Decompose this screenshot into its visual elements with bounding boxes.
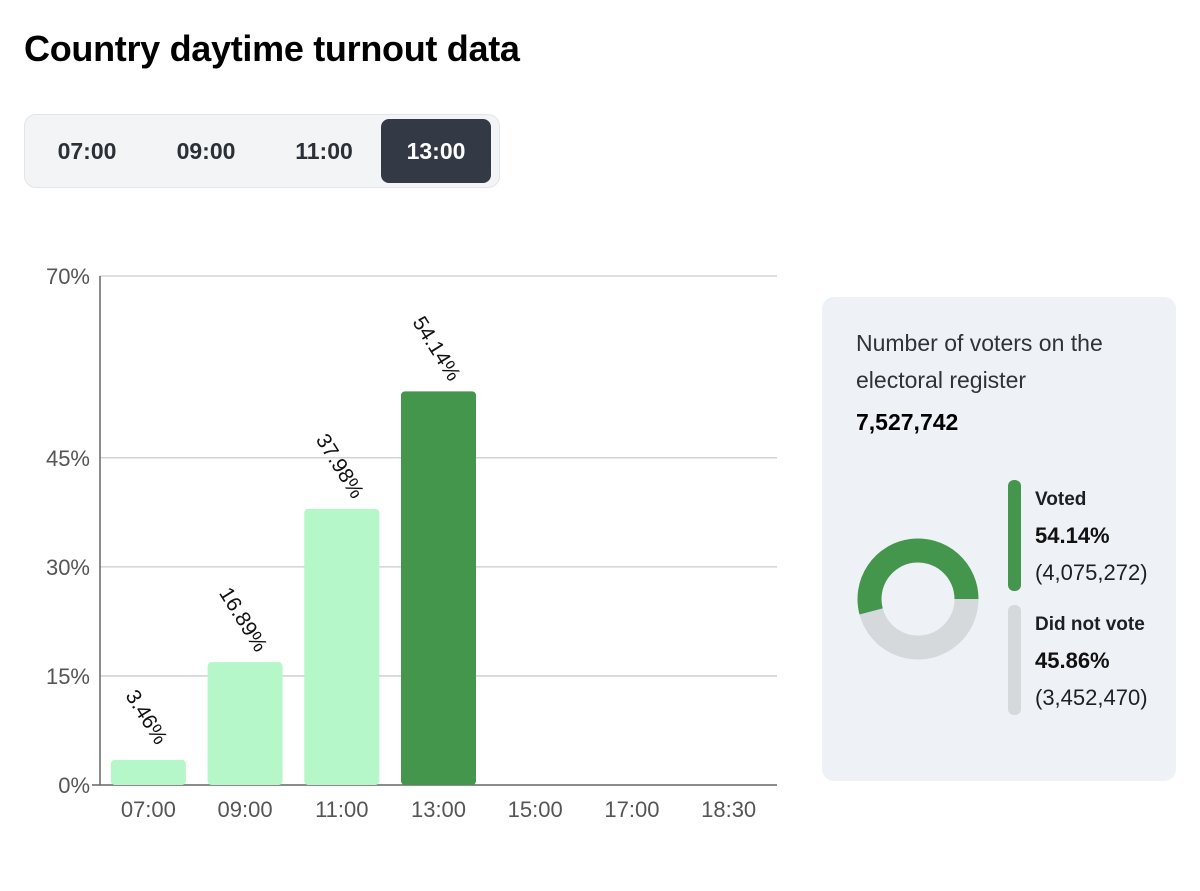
y-tick-label: 0% — [58, 773, 90, 798]
page-title: Country daytime turnout data — [24, 28, 520, 69]
tab-1300[interactable]: 13:00 — [381, 119, 491, 183]
data-label: 37.98% — [311, 430, 368, 503]
donut-voted-segment — [857, 538, 979, 615]
bar — [304, 508, 380, 785]
time-tabs: 07:00 09:00 11:00 13:00 — [24, 114, 500, 188]
voted-count: (4,075,272) — [1035, 560, 1148, 585]
voted-legend-bar — [1008, 480, 1021, 591]
x-tick-label: 09:00 — [218, 797, 273, 822]
tab-1100[interactable]: 11:00 — [295, 137, 353, 164]
x-tick-label: 18:30 — [701, 797, 756, 822]
bar — [401, 391, 476, 785]
turnout-bar-chart: 0% 15% 30% 45% 70% 07:00 3.46% 09:00 16.89% 11:00… — [46, 264, 777, 822]
tab-0700[interactable]: 07:00 — [57, 137, 117, 164]
not-voted-label: Did not vote — [1035, 614, 1145, 635]
donut-not-voted-segment — [859, 598, 979, 660]
not-voted-legend-bar — [1008, 605, 1021, 715]
turnout-donut — [857, 538, 979, 660]
register-panel: Number of voters on the electoral regist… — [822, 297, 1176, 781]
voted-percent: 54.14% — [1035, 523, 1110, 548]
y-tick-label: 30% — [46, 555, 90, 580]
bar — [110, 759, 186, 785]
tab-0900[interactable]: 09:00 — [176, 137, 236, 164]
data-label: 3.46% — [121, 686, 172, 749]
data-label: 16.89% — [214, 583, 271, 656]
register-label: Number of voters on the electoral regist… — [856, 330, 1103, 393]
y-tick-label: 45% — [46, 446, 90, 471]
voted-label: Voted — [1035, 489, 1087, 510]
not-voted-count: (3,452,470) — [1035, 685, 1148, 710]
x-tick-label: 11:00 — [315, 797, 368, 822]
x-tick-label: 17:00 — [604, 797, 659, 822]
x-tick-label: 07:00 — [121, 797, 176, 822]
y-tick-label: 70% — [46, 264, 90, 289]
x-tick-label: 13:00 — [411, 797, 466, 822]
data-label: 54.14% — [408, 313, 465, 386]
y-tick-label: 15% — [46, 664, 90, 689]
bar — [207, 662, 283, 785]
register-value: 7,527,742 — [856, 409, 959, 435]
not-voted-percent: 45.86% — [1035, 648, 1110, 673]
x-tick-label: 15:00 — [508, 797, 563, 822]
